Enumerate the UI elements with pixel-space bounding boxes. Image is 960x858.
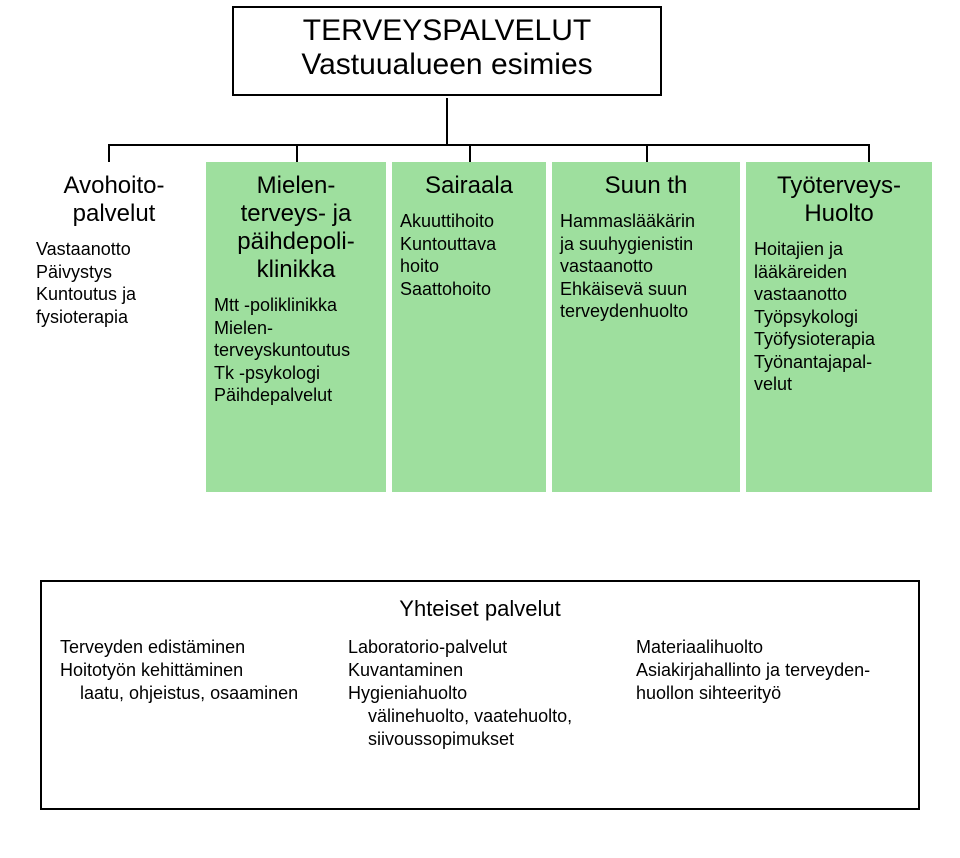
unit-body-line: Mielen-: [214, 317, 378, 340]
unit-body-line: Työpsykologi: [754, 306, 924, 329]
unit-body-line: Hoitajien ja: [754, 238, 924, 261]
unit-body-line: Työnantajapal-: [754, 351, 924, 374]
unit-body-line: velut: [754, 373, 924, 396]
unit-body-line: Hammaslääkärin: [560, 210, 732, 233]
unit-body-sairaala: AkuuttihoitoKuntouttavahoitoSaattohoito: [400, 210, 538, 300]
shared-services-title: Yhteiset palvelut: [60, 596, 900, 622]
unit-body-line: Kuntoutus ja: [36, 283, 192, 306]
unit-body-line: Mtt -poliklinikka: [214, 294, 378, 317]
shared-services-box: Yhteiset palvelut Terveyden edistäminenH…: [40, 580, 920, 810]
unit-suunth: Suun th Hammaslääkärinja suuhygienistinva…: [552, 162, 740, 492]
unit-body-line: terveydenhuolto: [560, 300, 732, 323]
shared-line: Kuvantaminen: [348, 659, 612, 682]
unit-body-line: Vastaanotto: [36, 238, 192, 261]
unit-mielenterveys: Mielen-terveys- japäihdepoli-klinikkaMtt…: [206, 162, 386, 492]
connector-vertical-top: [446, 98, 448, 144]
unit-body-line: Päihdepalvelut: [214, 384, 378, 407]
connector-horizontal: [108, 144, 868, 146]
unit-body-line: Saattohoito: [400, 278, 538, 301]
unit-sairaala: Sairaala AkuuttihoitoKuntouttavahoitoSaat…: [392, 162, 546, 492]
shared-line: laatu, ohjeistus, osaaminen: [60, 682, 324, 705]
unit-title-line: Huolto: [754, 200, 924, 228]
unit-body-mielenterveys: Mtt -poliklinikkaMielen-terveyskuntoutus…: [214, 294, 378, 407]
unit-title-line: terveys- ja: [214, 200, 378, 228]
header-line2: Vastuualueen esimies: [244, 48, 650, 82]
unit-body-line: Kuntouttava: [400, 233, 538, 256]
unit-body-line: Työfysioterapia: [754, 328, 924, 351]
connector-stub-1: [296, 144, 298, 162]
shared-col-1: Terveyden edistäminenHoitotyön kehittämi…: [60, 636, 324, 751]
unit-body-suunth: Hammaslääkärinja suuhygienistinvastaanot…: [560, 210, 732, 323]
unit-title-mielenterveys: Mielen-terveys- japäihdepoli-klinikka: [214, 172, 378, 284]
unit-body-line: Tk -psykologi: [214, 362, 378, 385]
unit-body-line: terveyskuntoutus: [214, 339, 378, 362]
unit-title-line: Mielen-: [214, 172, 378, 200]
unit-title-line: Suun th: [560, 172, 732, 200]
connector-stub-4: [868, 144, 870, 162]
shared-col-2: Laboratorio-palvelutKuvantaminenHygienia…: [348, 636, 612, 751]
unit-title-avohoito: Avohoito-palvelut: [36, 172, 192, 228]
header-line1: TERVEYSPALVELUT: [244, 14, 650, 48]
shared-line: Asiakirjahallinto ja terveyden-: [636, 659, 900, 682]
unit-body-line: vastaanotto: [754, 283, 924, 306]
shared-line: Hygieniahuolto: [348, 682, 612, 705]
shared-line: huollon sihteerityö: [636, 682, 900, 705]
unit-title-sairaala: Sairaala: [400, 172, 538, 200]
unit-body-line: fysioterapia: [36, 306, 192, 329]
unit-title-tyoterveys: Työterveys-Huolto: [754, 172, 924, 228]
unit-title-line: päihdepoli-: [214, 228, 378, 256]
unit-title-line: klinikka: [214, 256, 378, 284]
unit-title-line: Avohoito-: [36, 172, 192, 200]
unit-body-line: Ehkäisevä suun: [560, 278, 732, 301]
unit-body-line: lääkäreiden: [754, 261, 924, 284]
unit-body-line: vastaanotto: [560, 255, 732, 278]
unit-body-line: ja suuhygienistin: [560, 233, 732, 256]
unit-title-line: Työterveys-: [754, 172, 924, 200]
unit-body-line: Päivystys: [36, 261, 192, 284]
connector-stub-0: [108, 144, 110, 162]
connector-stub-3: [646, 144, 648, 162]
shared-line: välinehuolto, vaatehuolto,: [348, 705, 612, 728]
unit-title-line: Sairaala: [400, 172, 538, 200]
unit-body-line: hoito: [400, 255, 538, 278]
shared-line: Laboratorio-palvelut: [348, 636, 612, 659]
unit-tyoterveys: Työterveys-Huolto Hoitajien jalääkäreiden…: [746, 162, 932, 492]
unit-body-avohoito: VastaanottoPäivystysKuntoutus jafysioter…: [36, 238, 192, 328]
unit-body-line: Akuuttihoito: [400, 210, 538, 233]
unit-title-suunth: Suun th: [560, 172, 732, 200]
unit-avohoito: Avohoito-palvelut VastaanottoPäivystysKun…: [28, 162, 200, 492]
shared-line: Materiaalihuolto: [636, 636, 900, 659]
unit-title-line: palvelut: [36, 200, 192, 228]
shared-line: Hoitotyön kehittäminen: [60, 659, 324, 682]
header-box: TERVEYSPALVELUT Vastuualueen esimies: [232, 6, 662, 96]
shared-line: Terveyden edistäminen: [60, 636, 324, 659]
connector-stub-2: [469, 144, 471, 162]
unit-body-tyoterveys: Hoitajien jalääkäreidenvastaanottoTyöpsy…: [754, 238, 924, 396]
shared-line: siivoussopimukset: [348, 728, 612, 751]
shared-col-3: MateriaalihuoltoAsiakirjahallinto ja ter…: [636, 636, 900, 751]
